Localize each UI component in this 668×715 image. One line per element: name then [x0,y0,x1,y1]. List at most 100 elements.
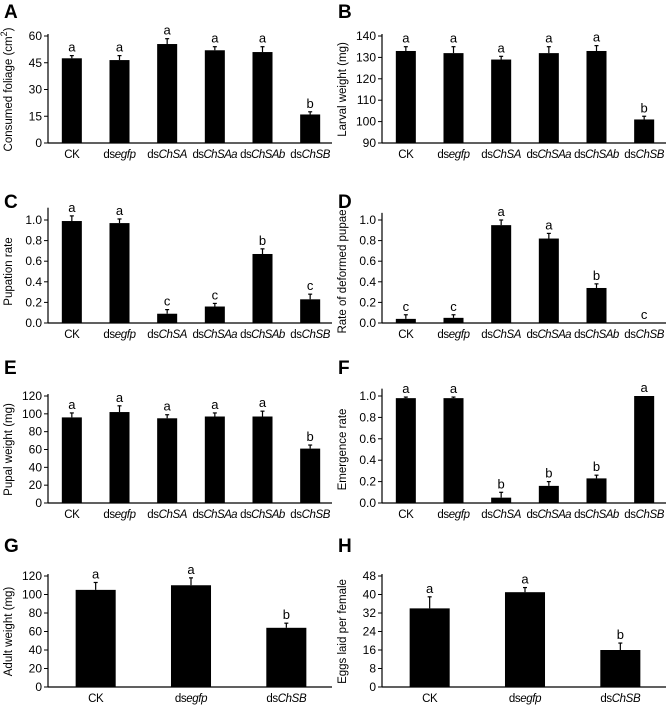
significance-letter: b [259,233,266,248]
y-tick-label: 0.4 [359,453,376,467]
x-tick-label: dsChSAa [527,149,572,161]
y-tick-label: 40 [29,643,43,657]
significance-letter: a [164,399,172,414]
significance-letter: a [211,31,219,46]
y-tick-label: 45 [29,56,43,70]
y-tick-label: 0.2 [359,475,376,489]
bar-ck [61,58,82,143]
y-tick-label: 1.0 [359,389,376,403]
y-tick-label: 0 [35,136,42,150]
x-tick-label: dsChSAb [240,329,286,341]
x-tick-label: dsegfp [437,329,470,341]
y-tick-label: 0.6 [359,254,376,268]
bar-dschsab [586,50,607,144]
x-tick-label: dsChSA [147,509,188,521]
y-tick-label: 24 [363,625,377,639]
chart-b: B 90 100 110 120 130 140 Larval weight (mg) a CK a… [337,2,666,161]
y-tick-label: 20 [29,662,43,676]
x-tick-label: dsChSAb [574,509,620,521]
panel-c: C 0.0 0.2 0.4 0.6 0.8 1.0 Pupation rate a CK a dseg… [0,170,334,350]
panel-b: B 90 100 110 120 130 140 Larval weight (mg) a CK a… [334,0,668,170]
significance-letter: a [593,30,601,45]
bar-ck [395,398,416,503]
significance-letter: b [593,459,600,474]
y-tick-label: 120 [22,569,42,583]
panel-label: A [4,2,18,23]
significance-letter: a [521,572,529,587]
panel-a: A 0 15 30 45 60 Consumed foliage (cm2) a CK a dseg… [0,0,334,170]
x-tick-label: dsChSA [147,329,188,341]
significance-letter: a [68,200,76,215]
x-tick-label: dsChSAb [240,509,286,521]
panel-h: H 0 8 16 24 32 40 48 Eggs laid per female a CK a dse… [334,530,668,715]
y-tick-label: 130 [356,50,376,64]
bar-dschsaa [538,238,559,323]
bar-dschsa [491,497,512,503]
x-tick-label: CK [422,693,438,705]
significance-letter: c [450,299,457,314]
y-tick-label: 0.0 [359,316,376,330]
y-tick-label: 90 [363,136,377,150]
y-tick-label: 80 [29,425,43,439]
x-tick-label: dsChSAa [193,509,238,521]
bar-dsegfp [170,585,212,687]
significance-letter: a [116,390,124,405]
y-tick-label: 0.6 [359,432,376,446]
bar-ck [409,608,450,687]
y-tick-label: 20 [29,478,43,492]
x-tick-label: dsegfp [103,149,136,161]
significance-letter: a [211,397,219,412]
chart-g: G 0 20 40 60 80 100 120 Adult weight (mg) a CK a dse… [3,536,332,705]
x-tick-label: dsChSA [481,509,522,521]
bar-dschsa [491,59,512,143]
y-axis-label: Pupation rate [3,237,15,305]
significance-letter: a [164,23,172,38]
chart-h: H 0 8 16 24 32 40 48 Eggs laid per female a CK a dse… [337,536,666,705]
bar-dsegfp [109,60,130,144]
y-tick-label: 120 [356,72,376,86]
bar-dschsb [634,119,655,143]
y-tick-label: 120 [22,389,42,403]
y-tick-label: 100 [22,407,42,421]
bar-ck [75,589,116,687]
x-tick-label: dsegfp [175,693,208,705]
significance-letter: a [545,31,553,46]
bar-dsegfp [109,223,130,323]
x-tick-label: dsChSA [147,149,188,161]
x-tick-label: dsChSB [624,509,665,521]
significance-letter: a [426,581,434,596]
panel-label: D [338,192,352,213]
y-tick-label: 60 [29,443,43,457]
y-tick-label: 110 [357,93,376,107]
chart-f: F 0.0 0.2 0.4 0.6 0.8 1.0 Emergence rate a CK a dse… [337,358,666,521]
chart-e: E 0 20 40 60 80 100 120 Pupal weight (mg) a CK a dse… [3,358,332,521]
bar-dschsab [252,253,273,323]
x-tick-label: CK [64,329,80,341]
y-axis-label: Emergence rate [337,409,349,491]
y-tick-label: 48 [363,569,377,583]
bar-dschsb [300,299,321,323]
bar-ck [395,318,416,323]
significance-letter: a [641,380,649,395]
panel-label: B [338,2,352,23]
significance-letter: b [307,96,314,111]
significance-letter: a [259,31,267,46]
bar-dschsa [157,44,178,143]
significance-letter: a [187,562,195,577]
x-tick-label: CK [64,149,80,161]
panel-label: C [4,192,18,213]
significance-letter: b [283,607,290,622]
x-tick-label: dsChSB [266,693,307,705]
x-tick-label: CK [398,329,414,341]
panel-label: E [4,358,17,379]
x-tick-label: dsChSA [481,149,522,161]
bar-dschsab [252,52,273,143]
significance-letter: b [641,100,648,115]
y-tick-label: 0.2 [25,295,42,309]
significance-letter: a [116,40,124,55]
x-tick-label: dsChSB [290,509,331,521]
y-tick-label: 0.4 [359,275,376,289]
significance-letter: a [402,31,410,46]
y-tick-label: 15 [29,109,43,123]
bar-dschsb [634,396,655,503]
